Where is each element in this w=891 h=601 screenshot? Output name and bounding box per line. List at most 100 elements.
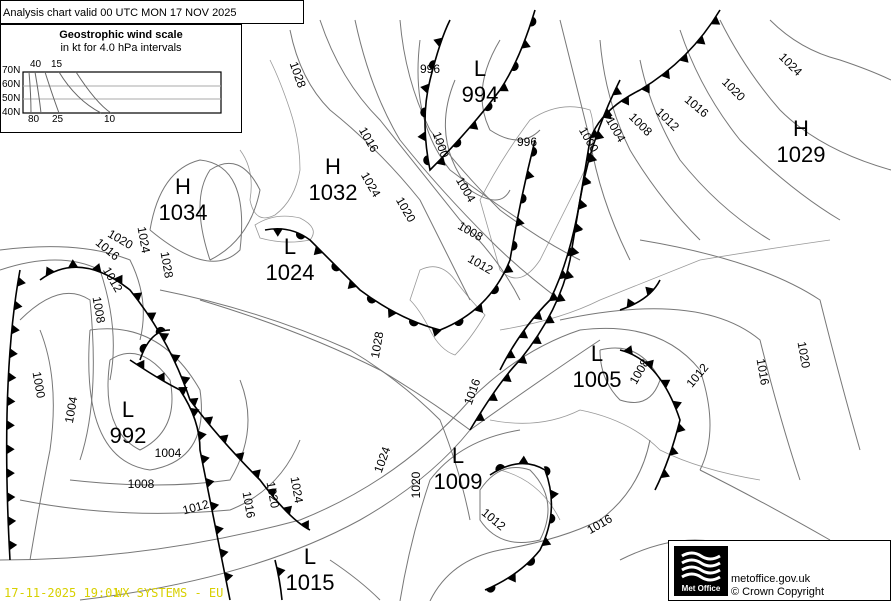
- warm-front-semicircle: [485, 585, 496, 593]
- centre-value: 1034: [159, 200, 208, 225]
- cold-front-triangle: [468, 120, 479, 130]
- isobar-label: 1020: [409, 471, 423, 498]
- cold-front-triangle: [436, 156, 446, 166]
- cold-front-triangle: [17, 276, 26, 287]
- cold-front-triangle: [475, 412, 485, 421]
- cold-front-triangle: [517, 354, 528, 364]
- centre-value: 1024: [266, 260, 315, 285]
- cold-front-triangle: [661, 69, 670, 80]
- cold-front-triangle: [9, 348, 18, 359]
- isobar: [0, 329, 581, 561]
- cold-front-triangle: [532, 335, 542, 345]
- cold-front-triangle: [433, 37, 443, 48]
- centre-value: 994: [462, 82, 499, 107]
- isobar: [559, 308, 801, 481]
- cold-front-triangle: [620, 96, 630, 106]
- isobar-label: 1024: [288, 475, 306, 504]
- warm-front-semicircle: [511, 240, 518, 251]
- lat-label: 40N: [2, 107, 21, 118]
- warm-front-semicircle: [428, 60, 436, 71]
- timestamp: 17-11-2025 19:01: [4, 586, 120, 600]
- lat-label: 50N: [2, 93, 21, 104]
- isobar-label: 1020: [264, 480, 282, 509]
- fronts: [5, 9, 721, 601]
- isobar-label: 1004: [603, 115, 629, 145]
- cold-front-triangle: [645, 286, 655, 296]
- cold-front-triangle: [567, 246, 577, 257]
- cold-front-triangle: [578, 200, 588, 210]
- centre-value: 1009: [434, 469, 483, 494]
- cold-front: [5, 269, 21, 561]
- isobar-label: 1008: [627, 356, 653, 386]
- cold-front-triangle: [313, 245, 323, 256]
- isobar-label: 1012: [181, 497, 211, 518]
- isobar: [149, 159, 243, 262]
- coastline-britain: [409, 266, 486, 356]
- cold-front-triangle: [235, 452, 245, 462]
- cold-front-triangle: [159, 333, 170, 342]
- cold-front-triangle: [171, 354, 181, 364]
- warm-front-semicircle: [423, 155, 430, 166]
- wind-scale-title: Geostrophic wind scale: [59, 29, 183, 41]
- isobar: [679, 29, 841, 221]
- centre-type: L: [452, 443, 464, 468]
- warm-front-semicircle: [454, 318, 464, 327]
- centre-type: L: [122, 397, 134, 422]
- source-label: WX SYSTEMS - EU: [115, 586, 224, 600]
- centre-type: L: [591, 341, 603, 366]
- cold-front-triangle: [588, 153, 598, 163]
- website-link[interactable]: metoffice.gov.uk: [731, 573, 811, 585]
- waves-icon: [681, 551, 721, 582]
- isobar-label: 1020: [719, 75, 748, 104]
- isobar-label: 1016: [461, 376, 483, 406]
- cold-front-triangle: [679, 53, 689, 63]
- cold-front-triangle: [488, 392, 498, 402]
- cold-front-triangle: [205, 477, 215, 488]
- speed-label: 40: [30, 59, 42, 70]
- cold-front-triangle: [507, 573, 516, 583]
- cold-front-triangle: [603, 108, 613, 118]
- isobar: [19, 292, 94, 461]
- centre-type: L: [304, 544, 316, 569]
- cold-front-triangle: [641, 84, 650, 94]
- cold-front-triangle: [203, 416, 214, 426]
- cold-front-triangle: [573, 223, 583, 234]
- warm-front-semicircle: [420, 107, 426, 118]
- speed-label: 80: [28, 114, 40, 125]
- wind-scale-graph: [22, 71, 222, 114]
- logo-text: Met Office: [681, 584, 721, 593]
- cold-front-triangle: [626, 298, 636, 308]
- centre-value: 992: [110, 423, 147, 448]
- cold-front-triangle: [676, 423, 686, 433]
- coastline-europe: [489, 239, 831, 521]
- cold-front-triangle: [541, 536, 552, 547]
- cold-front-triangle: [146, 312, 157, 322]
- cold-front-triangle: [8, 540, 18, 551]
- centre-type: L: [474, 56, 486, 81]
- cold-front-triangle: [156, 372, 165, 382]
- warm-front: [139, 329, 171, 361]
- warm-front-semicircle: [526, 557, 536, 566]
- warm-front-semicircle: [543, 466, 551, 476]
- isobar: [719, 19, 891, 171]
- isobar-label: 1000: [576, 125, 602, 155]
- cold-front-triangle: [431, 327, 442, 337]
- warm-front-semicircle: [484, 102, 493, 112]
- met-office-logo: Met Office: [674, 546, 728, 596]
- occluded-front: [484, 462, 553, 591]
- isobar: [417, 39, 521, 221]
- occluded-front: [264, 139, 536, 331]
- isobar-label: 1020: [393, 195, 419, 225]
- cold-front-triangle: [13, 300, 23, 311]
- isobar: [599, 347, 661, 403]
- isobar-label: 996: [517, 135, 537, 149]
- cold-front-triangle: [7, 396, 16, 407]
- wind-scale-subtitle: in kt for 4.0 hPa intervals: [60, 42, 182, 54]
- isobar: [699, 469, 831, 541]
- cold-front-triangle: [499, 82, 509, 92]
